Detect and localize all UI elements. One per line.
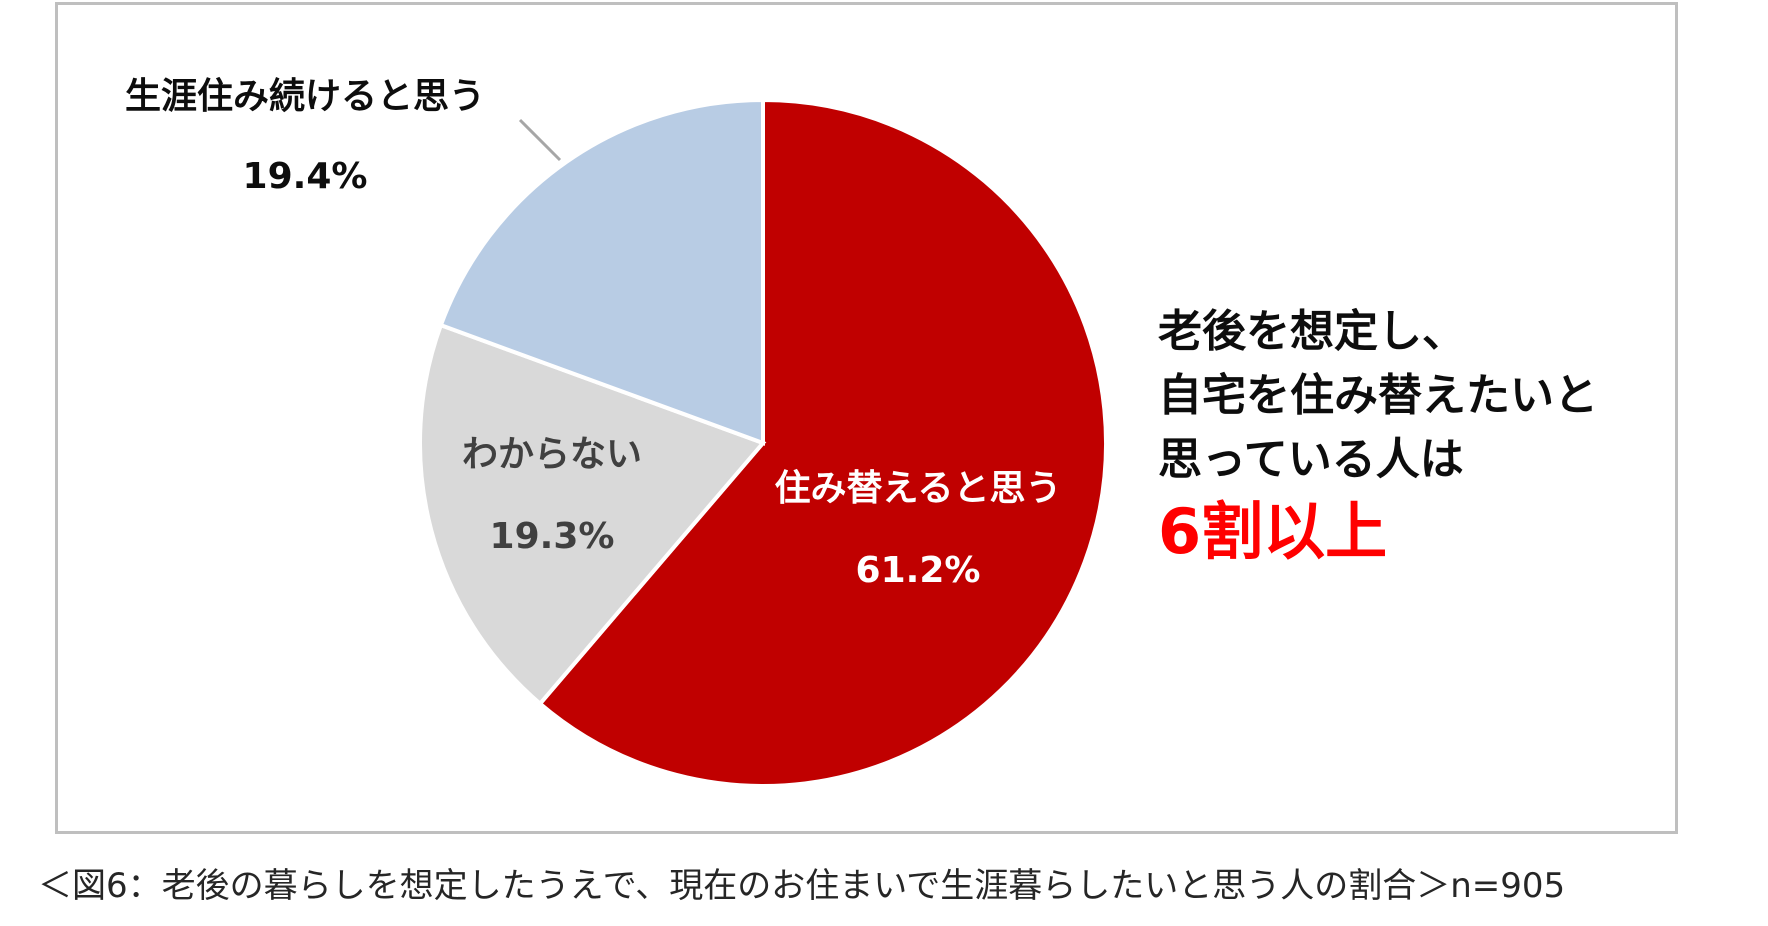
- slice-value-sumitsuzukeru: 19.4%: [243, 156, 368, 197]
- slice-value-sumikaeru: 61.2%: [856, 550, 981, 591]
- annotation-block: 老後を想定し、 自宅を住み替えたいと 思っている人は 6割以上: [1158, 300, 1598, 572]
- annotation-highlight: 6割以上: [1158, 495, 1388, 568]
- leader-line: [518, 118, 562, 162]
- annotation-line-2: 自宅を住み替えたいと: [1158, 370, 1598, 421]
- figure-caption: ＜図6：老後の暮らしを想定したうえで、現在のお住まいで生涯暮らしたいと思う人の割…: [38, 866, 1566, 906]
- slice-value-wakaranai: 19.3%: [490, 516, 615, 557]
- annotation-line-1: 老後を想定し、: [1158, 306, 1466, 357]
- pie-slice-sumikaeru: [537, 97, 1108, 788]
- slice-label-wakaranai: わからない: [462, 434, 642, 475]
- annotation-line-3: 思っている人は: [1158, 434, 1464, 485]
- slice-label-sumitsuzukeru: 生涯住み続けると思う: [125, 76, 485, 117]
- pie-slice-sumitsuzukeru: [438, 97, 765, 446]
- slice-label-sumikaeru: 住み替えると思う: [775, 468, 1062, 509]
- pie-slice-wakaranai: [418, 322, 767, 707]
